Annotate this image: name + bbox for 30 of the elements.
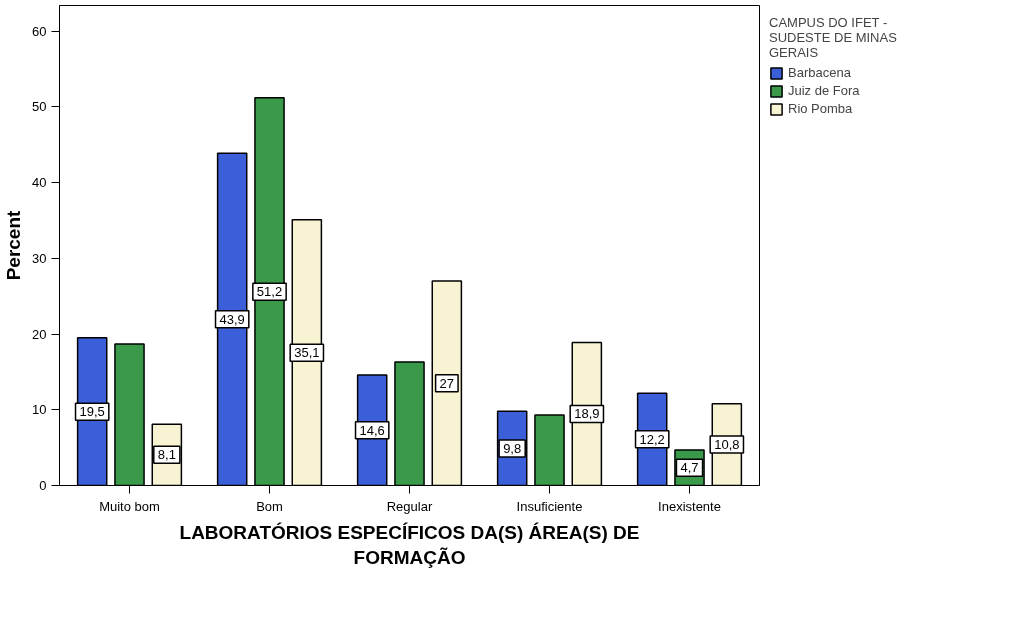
y-tick-label: 20: [32, 326, 47, 342]
data-label: 8,1: [157, 447, 176, 463]
data-label: 19,5: [79, 404, 105, 420]
x-tick-label: Bom: [256, 498, 283, 514]
data-label: 10,8: [714, 437, 740, 453]
x-tick-label: Regular: [386, 498, 433, 514]
data-label: 12,2: [639, 431, 665, 447]
y-axis-title: Percent: [3, 209, 25, 281]
legend-label: Rio Pomba: [788, 101, 853, 116]
x-tick-label: Inexistente: [658, 498, 721, 514]
y-tick-label: 30: [32, 250, 47, 266]
y-tick-label: 50: [32, 99, 47, 115]
data-label: 43,9: [219, 311, 245, 327]
data-label: 4,7: [680, 460, 699, 476]
data-label: 35,1: [294, 345, 320, 361]
data-label: 9,8: [503, 440, 522, 456]
x-axis-title: LABORATÓRIOS ESPECÍFICOS DA(S) ÁREA(S) DE FORMAÇÃO: [179, 521, 640, 568]
y-tick-label: 40: [32, 175, 47, 191]
y-tick-label: 60: [32, 23, 47, 39]
legend-title: CAMPUS DO IFET - SUDESTE DE MINAS GERAIS: [769, 15, 897, 60]
x-tick-label: Insuficiente: [516, 498, 583, 514]
data-label: 27: [439, 375, 455, 391]
data-label: 18,9: [574, 406, 600, 422]
y-tick-label: 10: [32, 402, 47, 418]
legend-label: Juiz de Fora: [788, 83, 860, 98]
y-tick-label: 0: [39, 478, 47, 493]
data-label: 14,6: [359, 422, 385, 438]
legend-label: Barbacena: [788, 65, 851, 80]
data-label: 51,2: [256, 284, 283, 300]
x-tick-label: Muito bom: [99, 498, 160, 514]
